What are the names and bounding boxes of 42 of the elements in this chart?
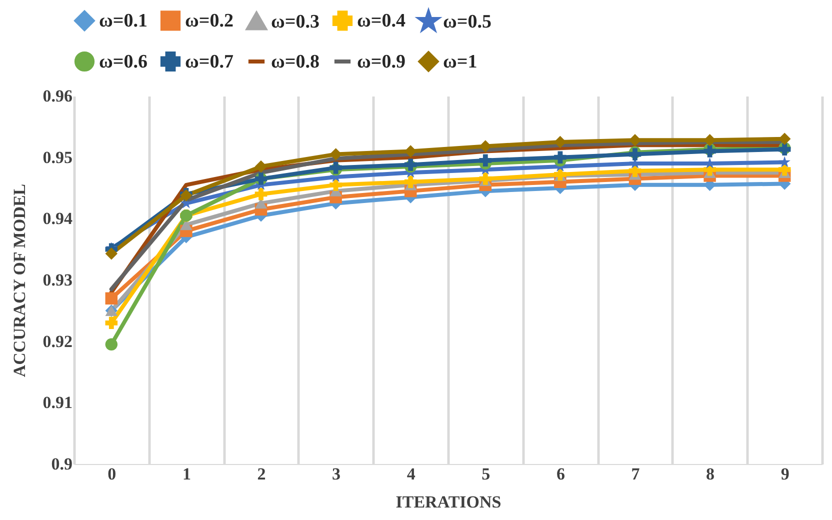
legend-label: ω=0.9 bbox=[357, 52, 406, 72]
legend-label: ω=0.1 bbox=[99, 10, 148, 32]
point bbox=[404, 176, 417, 188]
point bbox=[778, 156, 790, 168]
y-tick-label: 0.92 bbox=[42, 332, 72, 351]
point bbox=[105, 338, 118, 351]
legend-label: ω=0.3 bbox=[271, 11, 320, 32]
legend-label: ω=0.2 bbox=[185, 10, 234, 32]
x-tick-label: 7 bbox=[631, 464, 640, 484]
x-tick-label: 1 bbox=[182, 464, 191, 484]
x-tick-label: 2 bbox=[257, 464, 266, 484]
point bbox=[330, 178, 342, 192]
legend-label: ω=0.5 bbox=[443, 11, 492, 32]
legend-label: ω=0.4 bbox=[357, 10, 406, 32]
point bbox=[479, 172, 492, 185]
x-tick-label: 3 bbox=[332, 464, 341, 484]
x-tick-label: 9 bbox=[780, 464, 790, 484]
y-axis-title: ACCURACY OF MODEL bbox=[10, 184, 29, 378]
point bbox=[105, 292, 118, 305]
x-tick-label: 0 bbox=[108, 464, 116, 484]
x-tick-label: 5 bbox=[482, 464, 490, 484]
x-tick-label: 8 bbox=[706, 464, 715, 484]
y-tick-label: 0.9 bbox=[51, 454, 72, 474]
x-tick-label: 6 bbox=[556, 464, 565, 484]
y-tick-label: 0.94 bbox=[42, 209, 73, 228]
point bbox=[554, 151, 566, 164]
legend-label: ω=0.7 bbox=[185, 52, 234, 72]
point bbox=[479, 154, 492, 167]
point bbox=[254, 160, 268, 173]
point bbox=[330, 148, 342, 160]
legend-label: ω=0.8 bbox=[271, 52, 320, 72]
point bbox=[105, 248, 118, 260]
y-tick-label: 0.95 bbox=[42, 148, 72, 167]
point bbox=[105, 316, 118, 330]
y-tick-label: 0.91 bbox=[42, 393, 72, 412]
y-tick-label: 0.96 bbox=[42, 86, 72, 106]
x-axis-title: ITERATIONS bbox=[396, 492, 502, 512]
point bbox=[254, 188, 268, 200]
legend-label: ω=0.6 bbox=[99, 52, 148, 72]
legend-label: ω=1 bbox=[443, 52, 478, 72]
x-tick-label: 4 bbox=[406, 464, 416, 484]
y-tick-label: 0.93 bbox=[42, 270, 72, 290]
